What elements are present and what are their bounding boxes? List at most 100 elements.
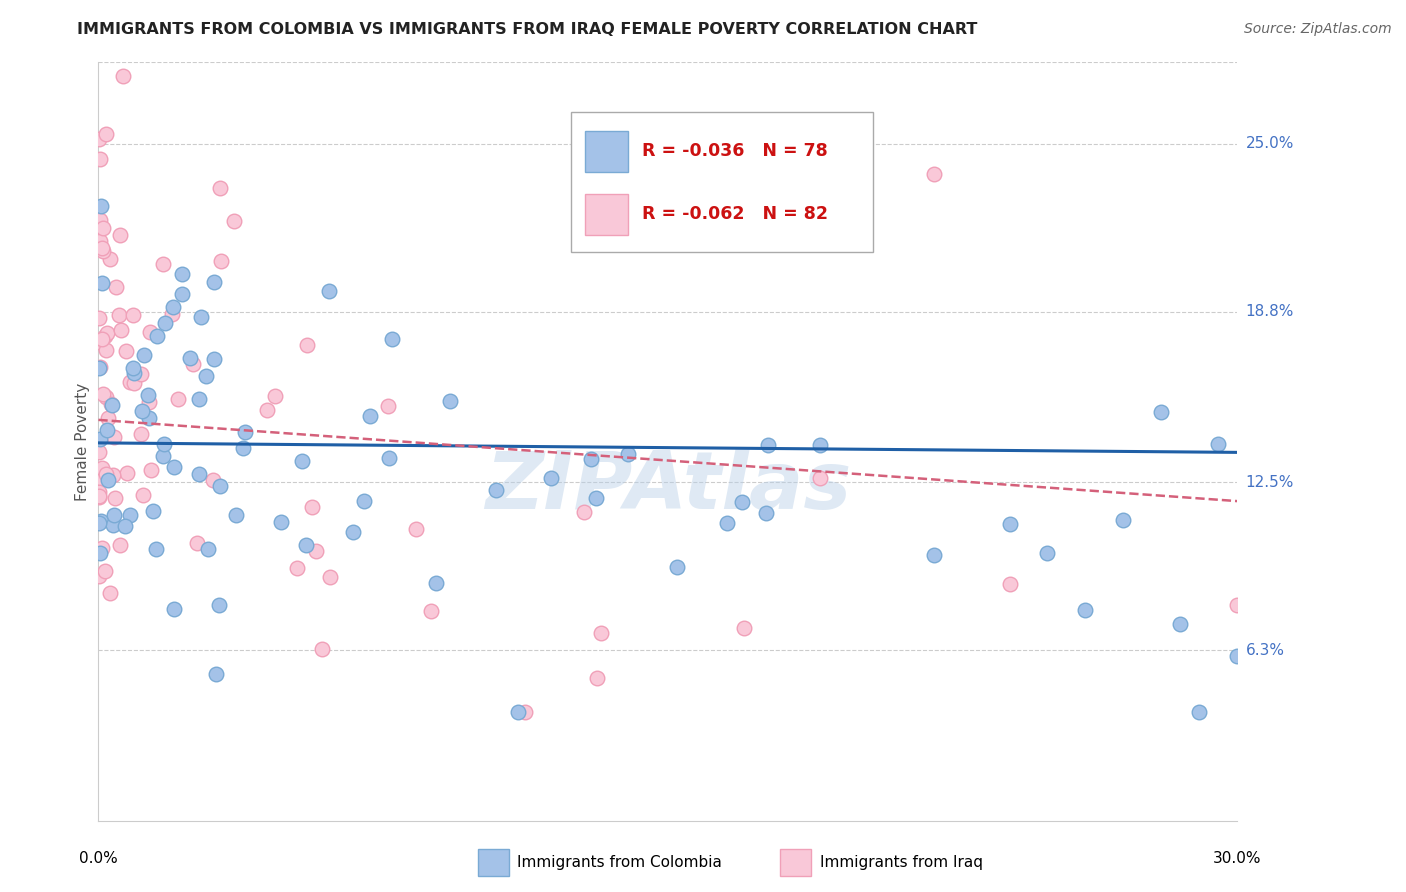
Point — [87, 484, 110, 499]
Point — [540, 471, 562, 485]
Point — [104, 280, 127, 294]
Point — [96, 326, 118, 340]
Point — [91, 241, 114, 255]
Point — [122, 376, 145, 390]
Point — [1074, 603, 1097, 617]
Point — [139, 463, 162, 477]
Point — [172, 267, 194, 281]
FancyBboxPatch shape — [585, 130, 628, 172]
Point — [129, 426, 152, 441]
Point — [1208, 436, 1230, 450]
Point — [101, 518, 124, 533]
Point — [89, 152, 111, 166]
Point — [138, 395, 160, 409]
Point — [998, 517, 1021, 532]
Point — [163, 601, 186, 615]
Point — [89, 546, 111, 560]
Point — [204, 667, 226, 681]
Point — [122, 366, 145, 380]
Point — [665, 560, 688, 574]
Point — [311, 642, 333, 657]
Point — [270, 515, 292, 529]
Point — [342, 524, 364, 539]
Point — [131, 487, 153, 501]
Point — [89, 433, 111, 447]
Point — [181, 357, 204, 371]
Point — [190, 310, 212, 324]
Point — [103, 508, 125, 522]
Point — [94, 329, 117, 343]
Point — [90, 514, 112, 528]
Point — [90, 541, 112, 555]
Point — [103, 430, 125, 444]
Point — [98, 585, 121, 599]
Point — [90, 199, 112, 213]
Point — [998, 577, 1021, 591]
Point — [89, 360, 111, 375]
Text: IMMIGRANTS FROM COLOMBIA VS IMMIGRANTS FROM IRAQ FEMALE POVERTY CORRELATION CHAR: IMMIGRANTS FROM COLOMBIA VS IMMIGRANTS F… — [77, 22, 977, 37]
Point — [197, 542, 219, 557]
Point — [136, 388, 159, 402]
Point — [110, 323, 132, 337]
Point — [160, 307, 183, 321]
Y-axis label: Female Poverty: Female Poverty — [75, 383, 90, 500]
Point — [716, 516, 738, 530]
Point — [264, 389, 287, 403]
Point — [112, 69, 135, 83]
Point — [91, 221, 114, 235]
Point — [377, 400, 399, 414]
Point — [405, 522, 427, 536]
Point — [808, 438, 831, 452]
Point — [233, 425, 256, 439]
Point — [145, 541, 167, 556]
Text: 0.0%: 0.0% — [79, 851, 118, 866]
Point — [508, 706, 530, 720]
Point — [114, 343, 136, 358]
Point — [89, 213, 111, 227]
Point — [208, 478, 231, 492]
Text: 12.5%: 12.5% — [1246, 475, 1294, 490]
Point — [439, 394, 461, 409]
Point — [202, 352, 225, 367]
Text: 6.3%: 6.3% — [1246, 642, 1285, 657]
Point — [209, 181, 232, 195]
Point — [132, 348, 155, 362]
Point — [94, 564, 117, 578]
FancyBboxPatch shape — [571, 112, 873, 252]
Point — [381, 333, 404, 347]
Point — [152, 257, 174, 271]
Point — [420, 604, 443, 618]
Point — [89, 445, 111, 459]
Point — [138, 325, 160, 339]
Point — [188, 467, 211, 482]
Point — [167, 392, 190, 406]
Point — [96, 390, 118, 404]
Point — [1226, 648, 1249, 663]
Point — [91, 244, 114, 258]
Point — [87, 132, 110, 146]
Point — [90, 460, 112, 475]
Point — [359, 409, 381, 424]
Point — [91, 332, 114, 346]
Point — [808, 471, 831, 485]
Point — [108, 538, 131, 552]
Point — [89, 361, 111, 376]
Point — [146, 329, 169, 343]
Point — [209, 254, 232, 268]
Text: Immigrants from Iraq: Immigrants from Iraq — [820, 855, 983, 870]
Point — [100, 252, 122, 266]
Point — [142, 503, 165, 517]
Point — [291, 454, 314, 468]
Point — [155, 316, 177, 330]
FancyBboxPatch shape — [585, 194, 628, 235]
Point — [94, 128, 117, 142]
Point — [232, 441, 254, 455]
Point — [138, 411, 160, 425]
Point — [89, 234, 111, 248]
Point — [91, 472, 114, 486]
Point — [256, 402, 278, 417]
Point — [513, 706, 536, 720]
Point — [103, 468, 125, 483]
Point — [353, 494, 375, 508]
Point — [295, 338, 318, 352]
